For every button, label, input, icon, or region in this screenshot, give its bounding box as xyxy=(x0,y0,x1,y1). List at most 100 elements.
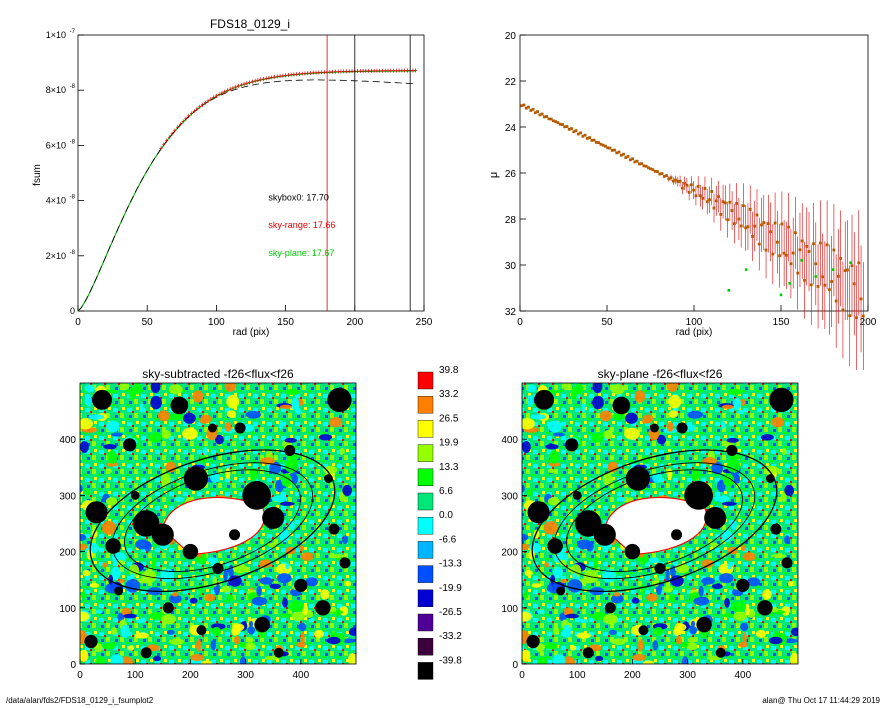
noise-blob xyxy=(300,552,314,561)
panel-fsum: FDS18_0129_i 0 2×10 -8 4×10 -8 6×10 -8 8×10 -8 1×… xyxy=(32,17,433,338)
mu-point xyxy=(773,221,777,225)
noise-blob xyxy=(522,484,525,493)
noise-blob xyxy=(646,593,658,602)
noise-blob xyxy=(111,626,118,635)
noise-blob xyxy=(544,643,559,650)
noise-blob xyxy=(724,597,730,608)
noise-blob xyxy=(680,641,689,648)
noise-blob xyxy=(259,577,273,585)
noise-blob xyxy=(727,388,743,396)
noise-blob xyxy=(105,497,118,506)
colorbar-swatch xyxy=(417,444,434,462)
mu-point xyxy=(590,138,594,142)
noise-blob xyxy=(284,437,297,443)
noise-blob xyxy=(279,501,295,506)
noise-blob xyxy=(272,495,288,503)
mu-point xyxy=(751,235,754,238)
noise-blob xyxy=(668,394,682,409)
noise-blob xyxy=(575,383,584,395)
mu-point xyxy=(692,188,696,192)
fsum-annotation: skybox0: 17.70 xyxy=(268,193,329,203)
mu-ytick-label: 22 xyxy=(505,77,517,88)
noise-blob xyxy=(687,410,704,419)
mu-ytick-label: 26 xyxy=(505,169,517,180)
fsum-line-skybox xyxy=(77,79,416,312)
noise-blob xyxy=(102,643,117,650)
mu-point xyxy=(719,213,723,216)
noise-blob xyxy=(103,444,117,450)
mu-point xyxy=(531,107,535,111)
mu-point xyxy=(821,275,824,279)
noise-blob xyxy=(631,597,640,604)
panel-fsum-xlabel: rad (pix) xyxy=(233,327,270,338)
fsum-xtick-label: 200 xyxy=(346,317,363,328)
noise-blob xyxy=(789,652,798,664)
noise-blob xyxy=(245,637,254,643)
fsum-annotation: sky-plane: 17.67 xyxy=(268,248,334,258)
fsum-ytick-exponent: -8 xyxy=(70,195,76,201)
mu-point xyxy=(717,195,720,198)
mask-circle xyxy=(327,387,352,413)
mu-point xyxy=(701,196,705,200)
noise-blob xyxy=(224,383,237,392)
mu-point xyxy=(809,283,813,287)
mask-circle xyxy=(229,529,241,541)
noise-blob xyxy=(211,626,222,637)
mu-point xyxy=(818,241,822,245)
colorbar-label: 26.5 xyxy=(439,413,459,424)
mu-point xyxy=(730,209,734,212)
mu-point xyxy=(827,288,831,292)
noise-blob xyxy=(125,579,141,593)
panel-sky-plane-ticks: 0 100 200 300 400 0 100 200 300 400 xyxy=(501,435,751,681)
noise-blob xyxy=(747,577,760,587)
mask-circle xyxy=(162,602,174,614)
panel-mu-ylabel: μ xyxy=(488,172,500,178)
mu-point xyxy=(705,200,709,204)
mask-circle xyxy=(572,490,582,500)
noise-blob xyxy=(721,613,734,618)
noise-blob xyxy=(740,622,749,632)
noise-blob xyxy=(737,410,745,415)
noise-blob xyxy=(89,583,100,588)
noise-blob xyxy=(721,404,735,409)
mu-point xyxy=(644,164,648,168)
noise-blob xyxy=(82,569,91,577)
noise-blob xyxy=(727,562,732,570)
noise-blob xyxy=(668,410,679,418)
noise-blob xyxy=(691,467,700,482)
mu-point xyxy=(552,119,555,123)
mask-circle xyxy=(527,501,550,524)
noise-blob xyxy=(182,427,198,440)
noise-blob xyxy=(110,654,124,664)
mu-point xyxy=(834,299,838,303)
fsum-ytick-exponent: -7 xyxy=(70,29,76,35)
noise-blob xyxy=(105,468,112,474)
fsum-ytick-exponent: -8 xyxy=(70,84,76,90)
noise-blob xyxy=(553,626,560,635)
noise-blob xyxy=(634,390,646,403)
noise-blob xyxy=(226,410,237,418)
mu-point xyxy=(674,178,677,182)
noise-blob xyxy=(552,432,565,437)
noise-blob xyxy=(302,603,308,616)
colorbar-label: 39.8 xyxy=(439,365,459,376)
noise-blob xyxy=(166,629,175,635)
noise-blob xyxy=(569,645,577,651)
mu-point xyxy=(624,156,628,159)
mu-point xyxy=(671,179,675,183)
colorbar-swatch xyxy=(417,517,434,535)
panel-sky-plane-image xyxy=(522,383,798,664)
noise-blob xyxy=(710,542,719,548)
noise-blob xyxy=(638,638,644,652)
mu-point-green xyxy=(800,259,804,262)
noise-blob xyxy=(545,444,559,450)
colorbar-label: 6.6 xyxy=(439,486,453,497)
mask-circle xyxy=(284,444,296,456)
noise-blob xyxy=(259,559,272,568)
aperture-ellipse xyxy=(553,462,756,580)
fsum-ytick-label: 8×10 xyxy=(46,85,66,95)
noise-blob xyxy=(84,489,91,497)
mu-point xyxy=(721,200,725,204)
mu-point xyxy=(572,130,576,134)
mask-circle xyxy=(234,422,246,434)
